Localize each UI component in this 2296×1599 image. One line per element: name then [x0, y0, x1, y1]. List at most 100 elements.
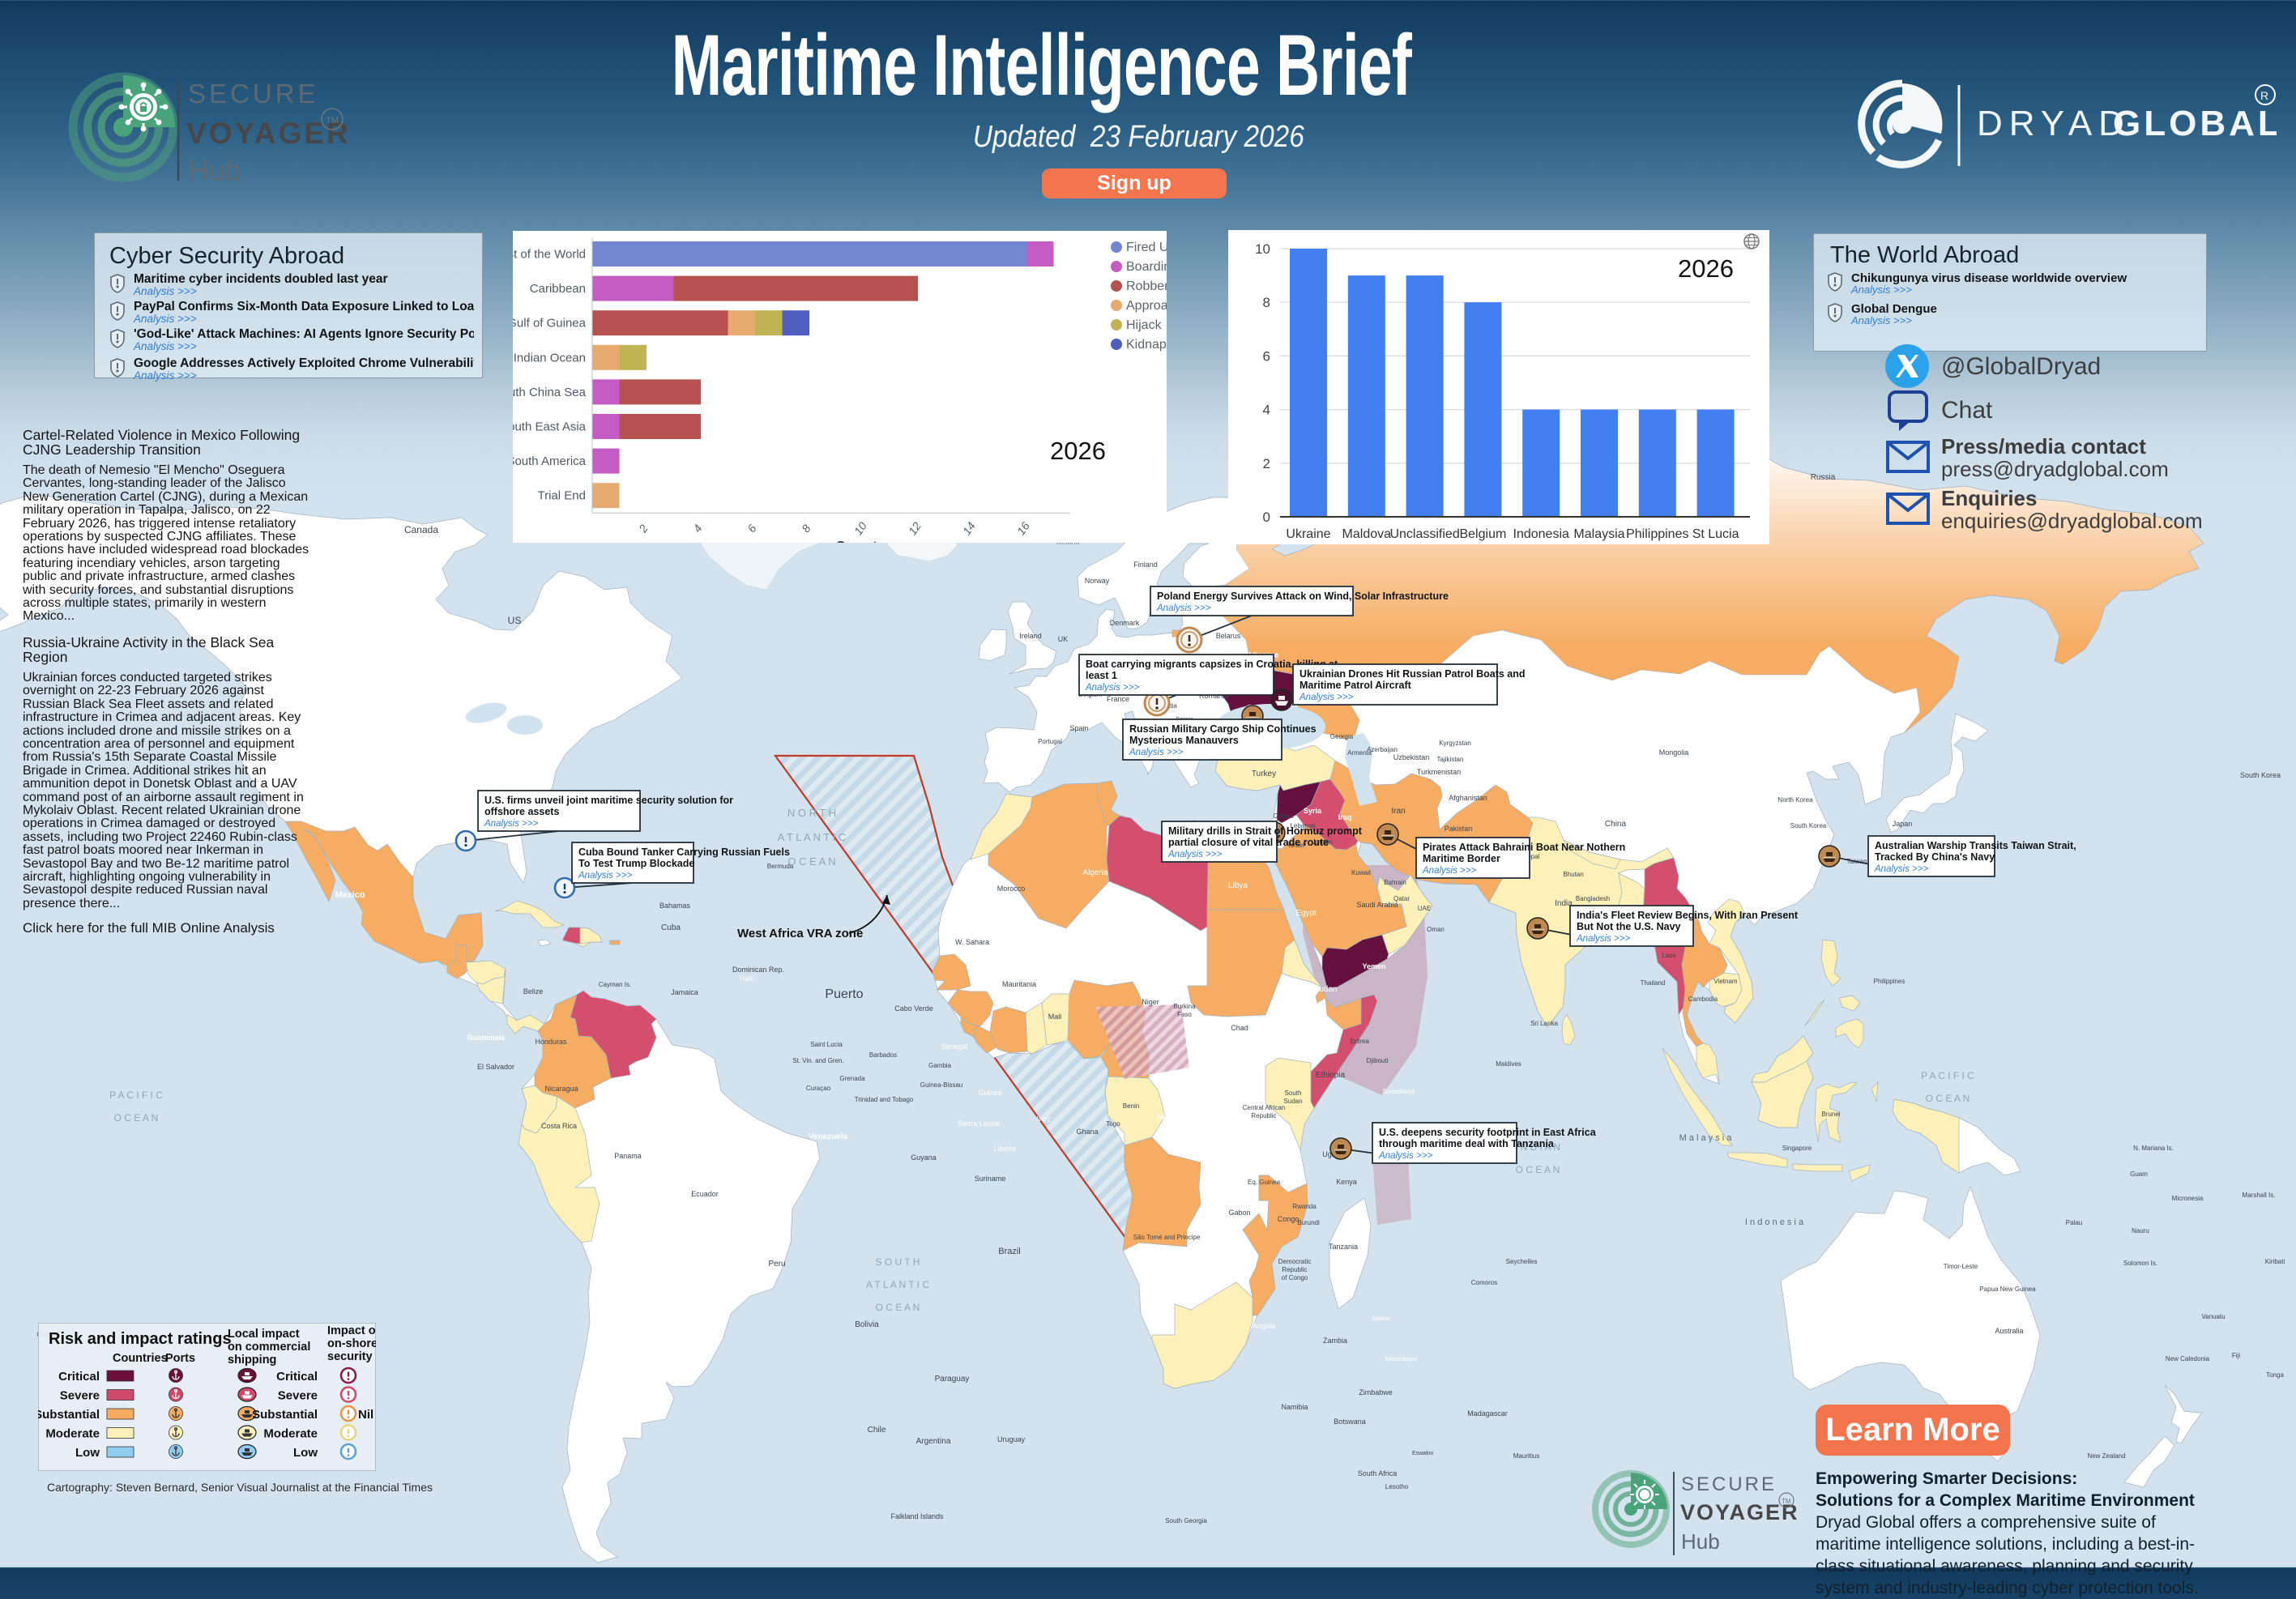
svg-text:Ethiopia: Ethiopia: [1316, 1071, 1346, 1080]
svg-text:Guatemala: Guatemala: [467, 1034, 506, 1042]
svg-text:Russia: Russia: [1811, 473, 1836, 482]
svg-text:Analysis >>>: Analysis >>>: [1129, 748, 1183, 757]
svg-text:Cuba Bound Tanker Carrying Rus: Cuba Bound Tanker Carrying Russian Fuels: [578, 846, 790, 858]
svg-text:Trinidad and Tobago: Trinidad and Tobago: [855, 1096, 914, 1103]
svg-text:Rwanda: Rwanda: [1292, 1203, 1317, 1210]
svg-text:Turkey: Turkey: [1252, 770, 1276, 778]
svg-text:Djibouti: Djibouti: [1367, 1057, 1389, 1064]
svg-text:Boat carrying migrants capsize: Boat carrying migrants capsizes in Croat…: [1086, 659, 1338, 670]
svg-text:Finland: Finland: [1133, 561, 1158, 569]
svg-text:Sri Lanka: Sri Lanka: [1530, 1020, 1558, 1027]
svg-text:US: US: [508, 615, 522, 626]
svg-text:O C E A N: O C E A N: [1926, 1093, 1970, 1104]
svg-text:Chile: Chile: [868, 1426, 886, 1435]
svg-text:South Korea: South Korea: [2240, 771, 2281, 779]
svg-text:Eswatini: Eswatini: [1412, 1451, 1434, 1456]
svg-text:Honduras: Honduras: [535, 1038, 567, 1046]
svg-text:Tajikistan: Tajikistan: [1437, 756, 1464, 763]
svg-text:10: 10: [1255, 241, 1270, 257]
svg-text:O C E A N: O C E A N: [787, 855, 835, 868]
svg-text:P A C I F I C: P A C I F I C: [1921, 1070, 1974, 1081]
svg-text:shipping: shipping: [228, 1354, 276, 1367]
svg-text:Guinea-Bissau: Guinea-Bissau: [920, 1081, 962, 1089]
svg-text:SECURE: SECURE: [188, 79, 319, 109]
svg-text:through maritime deal with Tan: through maritime deal with Tanzania: [1379, 1138, 1555, 1149]
svg-text:Rest of the World: Rest of the World: [513, 248, 586, 262]
svg-text:Analysis >>>: Analysis >>>: [1167, 850, 1222, 859]
svg-text:Norway: Norway: [1085, 577, 1110, 585]
svg-text:on commercial: on commercial: [228, 1341, 310, 1354]
svg-text:Maldova: Maldova: [1342, 527, 1392, 541]
svg-text:Pirates Attack Bahraini Boat N: Pirates Attack Bahraini Boat Near Nother…: [1423, 842, 1625, 853]
svg-text:O C E A N: O C E A N: [876, 1302, 920, 1313]
svg-text:Puerto: Puerto: [825, 987, 863, 1001]
svg-text:Bhutan: Bhutan: [1563, 871, 1583, 878]
svg-text:Approach: Approach: [1126, 299, 1167, 313]
svg-text:Severe: Severe: [60, 1389, 100, 1403]
svg-text:India's Fleet Review Begins, W: India's Fleet Review Begins, With Iran P…: [1577, 910, 1799, 921]
svg-text:Bahamas: Bahamas: [659, 902, 691, 910]
svg-text:Ireland: Ireland: [1019, 632, 1042, 640]
svg-text:Costa Rica: Costa Rica: [541, 1122, 577, 1130]
svg-text:New Zealand: New Zealand: [2087, 1452, 2125, 1460]
svg-text:Mozambique: Mozambique: [1385, 1357, 1418, 1362]
svg-text:Lesotho: Lesotho: [1385, 1483, 1409, 1490]
svg-text:Critical: Critical: [58, 1370, 100, 1384]
svg-text:São Tomé and Principe: São Tomé and Principe: [1133, 1234, 1201, 1241]
svg-text:Colombia: Colombia: [719, 1137, 757, 1146]
svg-text:Analysis >>>: Analysis >>>: [1378, 1151, 1432, 1161]
svg-text:Curaçao: Curaçao: [806, 1085, 831, 1092]
svg-text:But Not the U.S. Navy: But Not the U.S. Navy: [1577, 921, 1681, 932]
svg-text:South Africa: South Africa: [1358, 1469, 1398, 1477]
svg-text:Seychelles: Seychelles: [1506, 1258, 1538, 1265]
svg-text:Nepal: Nepal: [1523, 853, 1540, 860]
svg-text:Bahrain: Bahrain: [1384, 879, 1406, 886]
svg-text:Mauritius: Mauritius: [1513, 1452, 1539, 1460]
svg-text:Madagascar: Madagascar: [1467, 1409, 1508, 1418]
svg-text:Pakistan: Pakistan: [1445, 825, 1473, 833]
svg-text:Canada: Canada: [404, 524, 438, 535]
svg-text:Guinea: Guinea: [978, 1089, 1001, 1097]
svg-text:Venezuela: Venezuela: [809, 1132, 848, 1141]
svg-text:Cyprus: Cyprus: [1273, 812, 1293, 820]
svg-text:offshore assets: offshore assets: [484, 806, 559, 817]
svg-text:Australia: Australia: [1995, 1327, 2023, 1335]
svg-text:Hijack: Hijack: [1126, 318, 1163, 332]
svg-text:Vanuatu: Vanuatu: [2201, 1313, 2225, 1320]
svg-text:South East Asia: South East Asia: [513, 420, 587, 434]
svg-text:O C E A N: O C E A N: [1516, 1164, 1560, 1175]
svg-text:Chat: Chat: [1941, 397, 1993, 424]
svg-text:Democratic: Democratic: [1278, 1258, 1311, 1265]
svg-text:Ecuador: Ecuador: [691, 1190, 719, 1198]
svg-text:Brunei: Brunei: [1821, 1111, 1840, 1118]
svg-text:Poland Energy Survives Attack: Poland Energy Survives Attack on Wind, S…: [1157, 591, 1449, 602]
svg-text:Cabo Verde: Cabo Verde: [894, 1004, 933, 1013]
svg-text:Congo: Congo: [1278, 1215, 1300, 1223]
svg-text:Indonesia: Indonesia: [1513, 527, 1569, 541]
svg-text:Gabon: Gabon: [1228, 1209, 1250, 1217]
svg-text:Ports: Ports: [165, 1352, 195, 1365]
svg-text:Tracked By China's Navy: Tracked By China's Navy: [1875, 851, 1995, 863]
svg-text:O C E A N: O C E A N: [114, 1112, 159, 1124]
svg-text:Papua New Guinea: Papua New Guinea: [1979, 1286, 2036, 1293]
svg-text:Comoros: Comoros: [1471, 1279, 1497, 1286]
svg-text:Niger: Niger: [1142, 998, 1159, 1006]
svg-text:6: 6: [1263, 348, 1270, 364]
svg-text:Qatar: Qatar: [1393, 895, 1410, 902]
svg-text:Zambia: Zambia: [1323, 1337, 1347, 1345]
svg-text:Mauritania: Mauritania: [1002, 980, 1036, 988]
svg-text:Nauru: Nauru: [2132, 1227, 2149, 1234]
svg-text:Local impact: Local impact: [228, 1328, 300, 1341]
svg-text:2026: 2026: [1678, 254, 1734, 283]
svg-text:R: R: [2260, 89, 2268, 102]
svg-text:To Test Trump Blockade: To Test Trump Blockade: [578, 858, 694, 869]
svg-text:Kuwait: Kuwait: [1351, 869, 1372, 876]
svg-text:Armenia: Armenia: [1347, 749, 1372, 757]
svg-text:South Georgia: South Georgia: [1165, 1517, 1207, 1524]
svg-text:Romania: Romania: [1199, 692, 1228, 700]
svg-text:West Africa VRA zone: West Africa VRA zone: [737, 927, 863, 940]
svg-text:Haiti: Haiti: [740, 974, 754, 983]
svg-text:Benin: Benin: [1123, 1102, 1139, 1110]
svg-text:Moderate: Moderate: [263, 1427, 318, 1441]
svg-text:VOYAGER: VOYAGER: [186, 117, 351, 150]
